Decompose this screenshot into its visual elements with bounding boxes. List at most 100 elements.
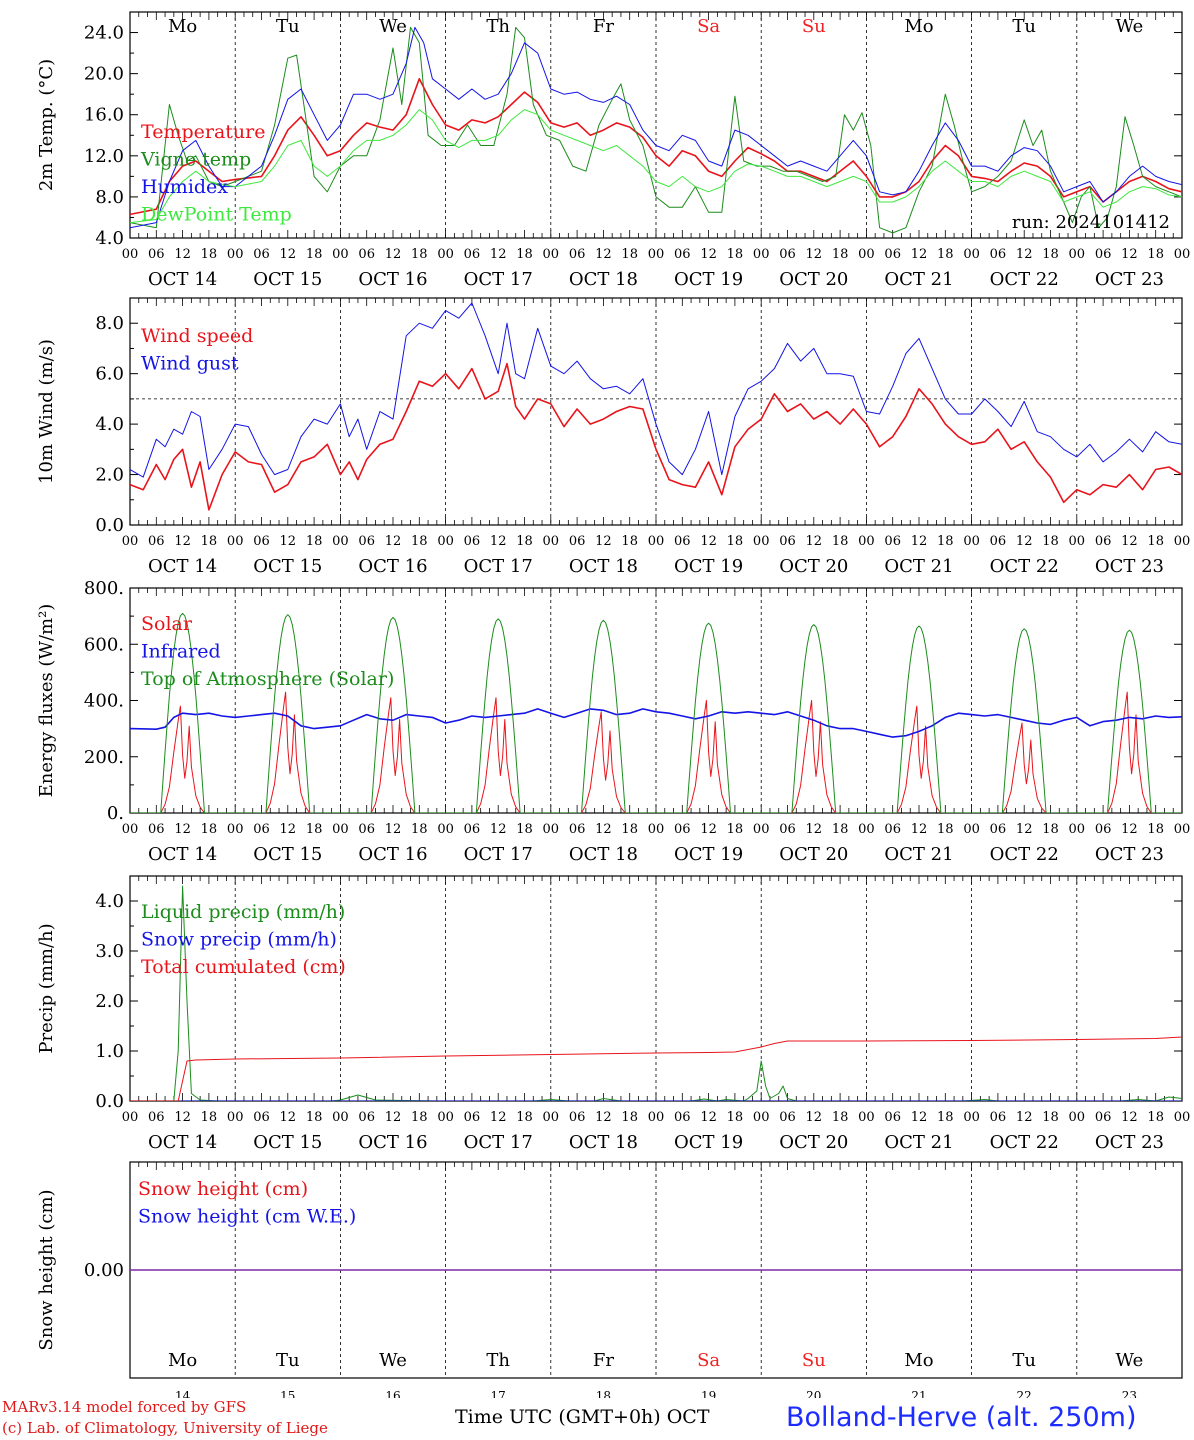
y-tick-label: 1.0 [95, 1041, 124, 1062]
series-line-humidex [130, 26, 1182, 229]
hour-tick-label: 12 [490, 247, 507, 262]
series-line-infrared [130, 708, 1182, 738]
date-label: OCT 17 [464, 556, 533, 577]
date-label: OCT 16 [358, 1132, 427, 1153]
hour-tick-label: 12 [1121, 247, 1138, 262]
hour-tick-label: 06 [1095, 1110, 1112, 1125]
day-name: Mo [904, 1350, 933, 1371]
legend-entry: Wind gust [141, 353, 239, 375]
date-label: OCT 17 [464, 1132, 533, 1153]
hour-tick-label: 18 [1042, 534, 1059, 549]
legend-entry: Temperature [141, 121, 265, 143]
day-name: Mo [168, 16, 197, 37]
legend-entry: Humidex [141, 176, 228, 198]
date-label: OCT 18 [569, 269, 638, 290]
day-name: Th [486, 16, 510, 37]
hour-tick-label: 18 [621, 534, 638, 549]
y-tick-label: 2.0 [95, 465, 124, 486]
hour-tick-label: 00 [122, 822, 139, 837]
hour-tick-label: 06 [148, 822, 165, 837]
date-label: OCT 20 [779, 556, 848, 577]
hour-tick-label: 00 [332, 1110, 349, 1125]
series-line-total-cumulated-cm- [130, 1036, 1182, 1101]
date-label: OCT 22 [990, 1132, 1059, 1153]
hour-tick-label: 18 [1042, 822, 1059, 837]
hour-tick-label: 12 [911, 534, 928, 549]
date-label: OCT 16 [358, 269, 427, 290]
date-label: OCT 14 [148, 1132, 217, 1153]
y-tick-label: 6.0 [95, 364, 124, 385]
day-name: Fr [593, 16, 614, 37]
hour-tick-label: 00 [1069, 822, 1086, 837]
hour-tick-label: 00 [122, 247, 139, 262]
hour-tick-label: 06 [253, 534, 270, 549]
hour-tick-label: 18 [516, 534, 533, 549]
panel-3: 0. 200. 400. 600. 800. Energy fluxes (W/m²) 00… [36, 578, 1190, 865]
y-tick-label: 0.00 [84, 1260, 124, 1281]
date-label: OCT 20 [779, 269, 848, 290]
y-tick-label: 0. [107, 803, 124, 824]
hour-tick-label: 00 [753, 1110, 770, 1125]
hour-tick-label: 18 [621, 247, 638, 262]
date-label: OCT 21 [884, 556, 953, 577]
date-label: OCT 18 [569, 844, 638, 865]
day-number-label: 16 [385, 1389, 400, 1398]
date-label: OCT 16 [358, 556, 427, 577]
hour-tick-label: 00 [1174, 247, 1191, 262]
hour-tick-label: 06 [779, 534, 796, 549]
date-label: OCT 23 [1095, 556, 1164, 577]
hour-tick-label: 18 [727, 247, 744, 262]
day-name: Su [802, 16, 826, 37]
hour-tick-label: 12 [385, 247, 402, 262]
day-name: Tu [276, 1350, 300, 1371]
hour-tick-label: 06 [1095, 534, 1112, 549]
day-name: Th [486, 1350, 510, 1371]
day-number-label: 21 [911, 1389, 926, 1398]
day-name: We [1116, 16, 1144, 37]
y-tick-label: 4.0 [95, 891, 124, 912]
hour-tick-label: 12 [1121, 822, 1138, 837]
hour-tick-label: 06 [1095, 247, 1112, 262]
date-label: OCT 15 [253, 556, 322, 577]
y-tick-label: 800. [84, 578, 124, 599]
hour-tick-label: 06 [779, 247, 796, 262]
hour-tick-label: 06 [569, 822, 586, 837]
date-label: OCT 23 [1095, 269, 1164, 290]
y-axis-title: 10m Wind (m/s) [36, 339, 57, 484]
hour-tick-label: 06 [464, 534, 481, 549]
hour-tick-label: 06 [253, 1110, 270, 1125]
legend-entry: Total cumulated (cm) [141, 956, 346, 978]
hour-tick-label: 06 [358, 247, 375, 262]
hour-tick-label: 06 [884, 247, 901, 262]
hour-tick-label: 18 [306, 534, 323, 549]
day-name: Sa [697, 1350, 720, 1371]
legend-entry: DewPoint Temp [141, 204, 292, 226]
hour-tick-label: 12 [280, 534, 297, 549]
hour-tick-label: 18 [937, 822, 954, 837]
hour-tick-label: 00 [1069, 1110, 1086, 1125]
hour-tick-label: 00 [122, 534, 139, 549]
hour-tick-label: 00 [437, 247, 454, 262]
hour-tick-label: 18 [201, 247, 218, 262]
day-name: Tu [1012, 16, 1036, 37]
hour-tick-label: 12 [595, 534, 612, 549]
hour-tick-label: 12 [174, 534, 191, 549]
hour-tick-label: 06 [253, 247, 270, 262]
hour-tick-label: 00 [753, 247, 770, 262]
legend-entry: Vigne temp [140, 149, 251, 171]
hour-tick-label: 06 [884, 822, 901, 837]
hour-tick-label: 06 [464, 1110, 481, 1125]
hour-tick-label: 18 [411, 1110, 428, 1125]
hour-tick-label: 00 [858, 822, 875, 837]
hour-tick-label: 18 [516, 822, 533, 837]
hour-tick-label: 12 [280, 822, 297, 837]
hour-tick-label: 12 [700, 247, 717, 262]
hour-tick-label: 18 [1042, 247, 1059, 262]
hour-tick-label: 06 [990, 247, 1007, 262]
y-tick-label: 3.0 [95, 941, 124, 962]
hour-tick-label: 06 [358, 1110, 375, 1125]
hour-tick-label: 12 [174, 247, 191, 262]
hour-tick-label: 06 [358, 534, 375, 549]
hour-tick-label: 00 [1174, 1110, 1191, 1125]
series-group [130, 26, 1182, 234]
